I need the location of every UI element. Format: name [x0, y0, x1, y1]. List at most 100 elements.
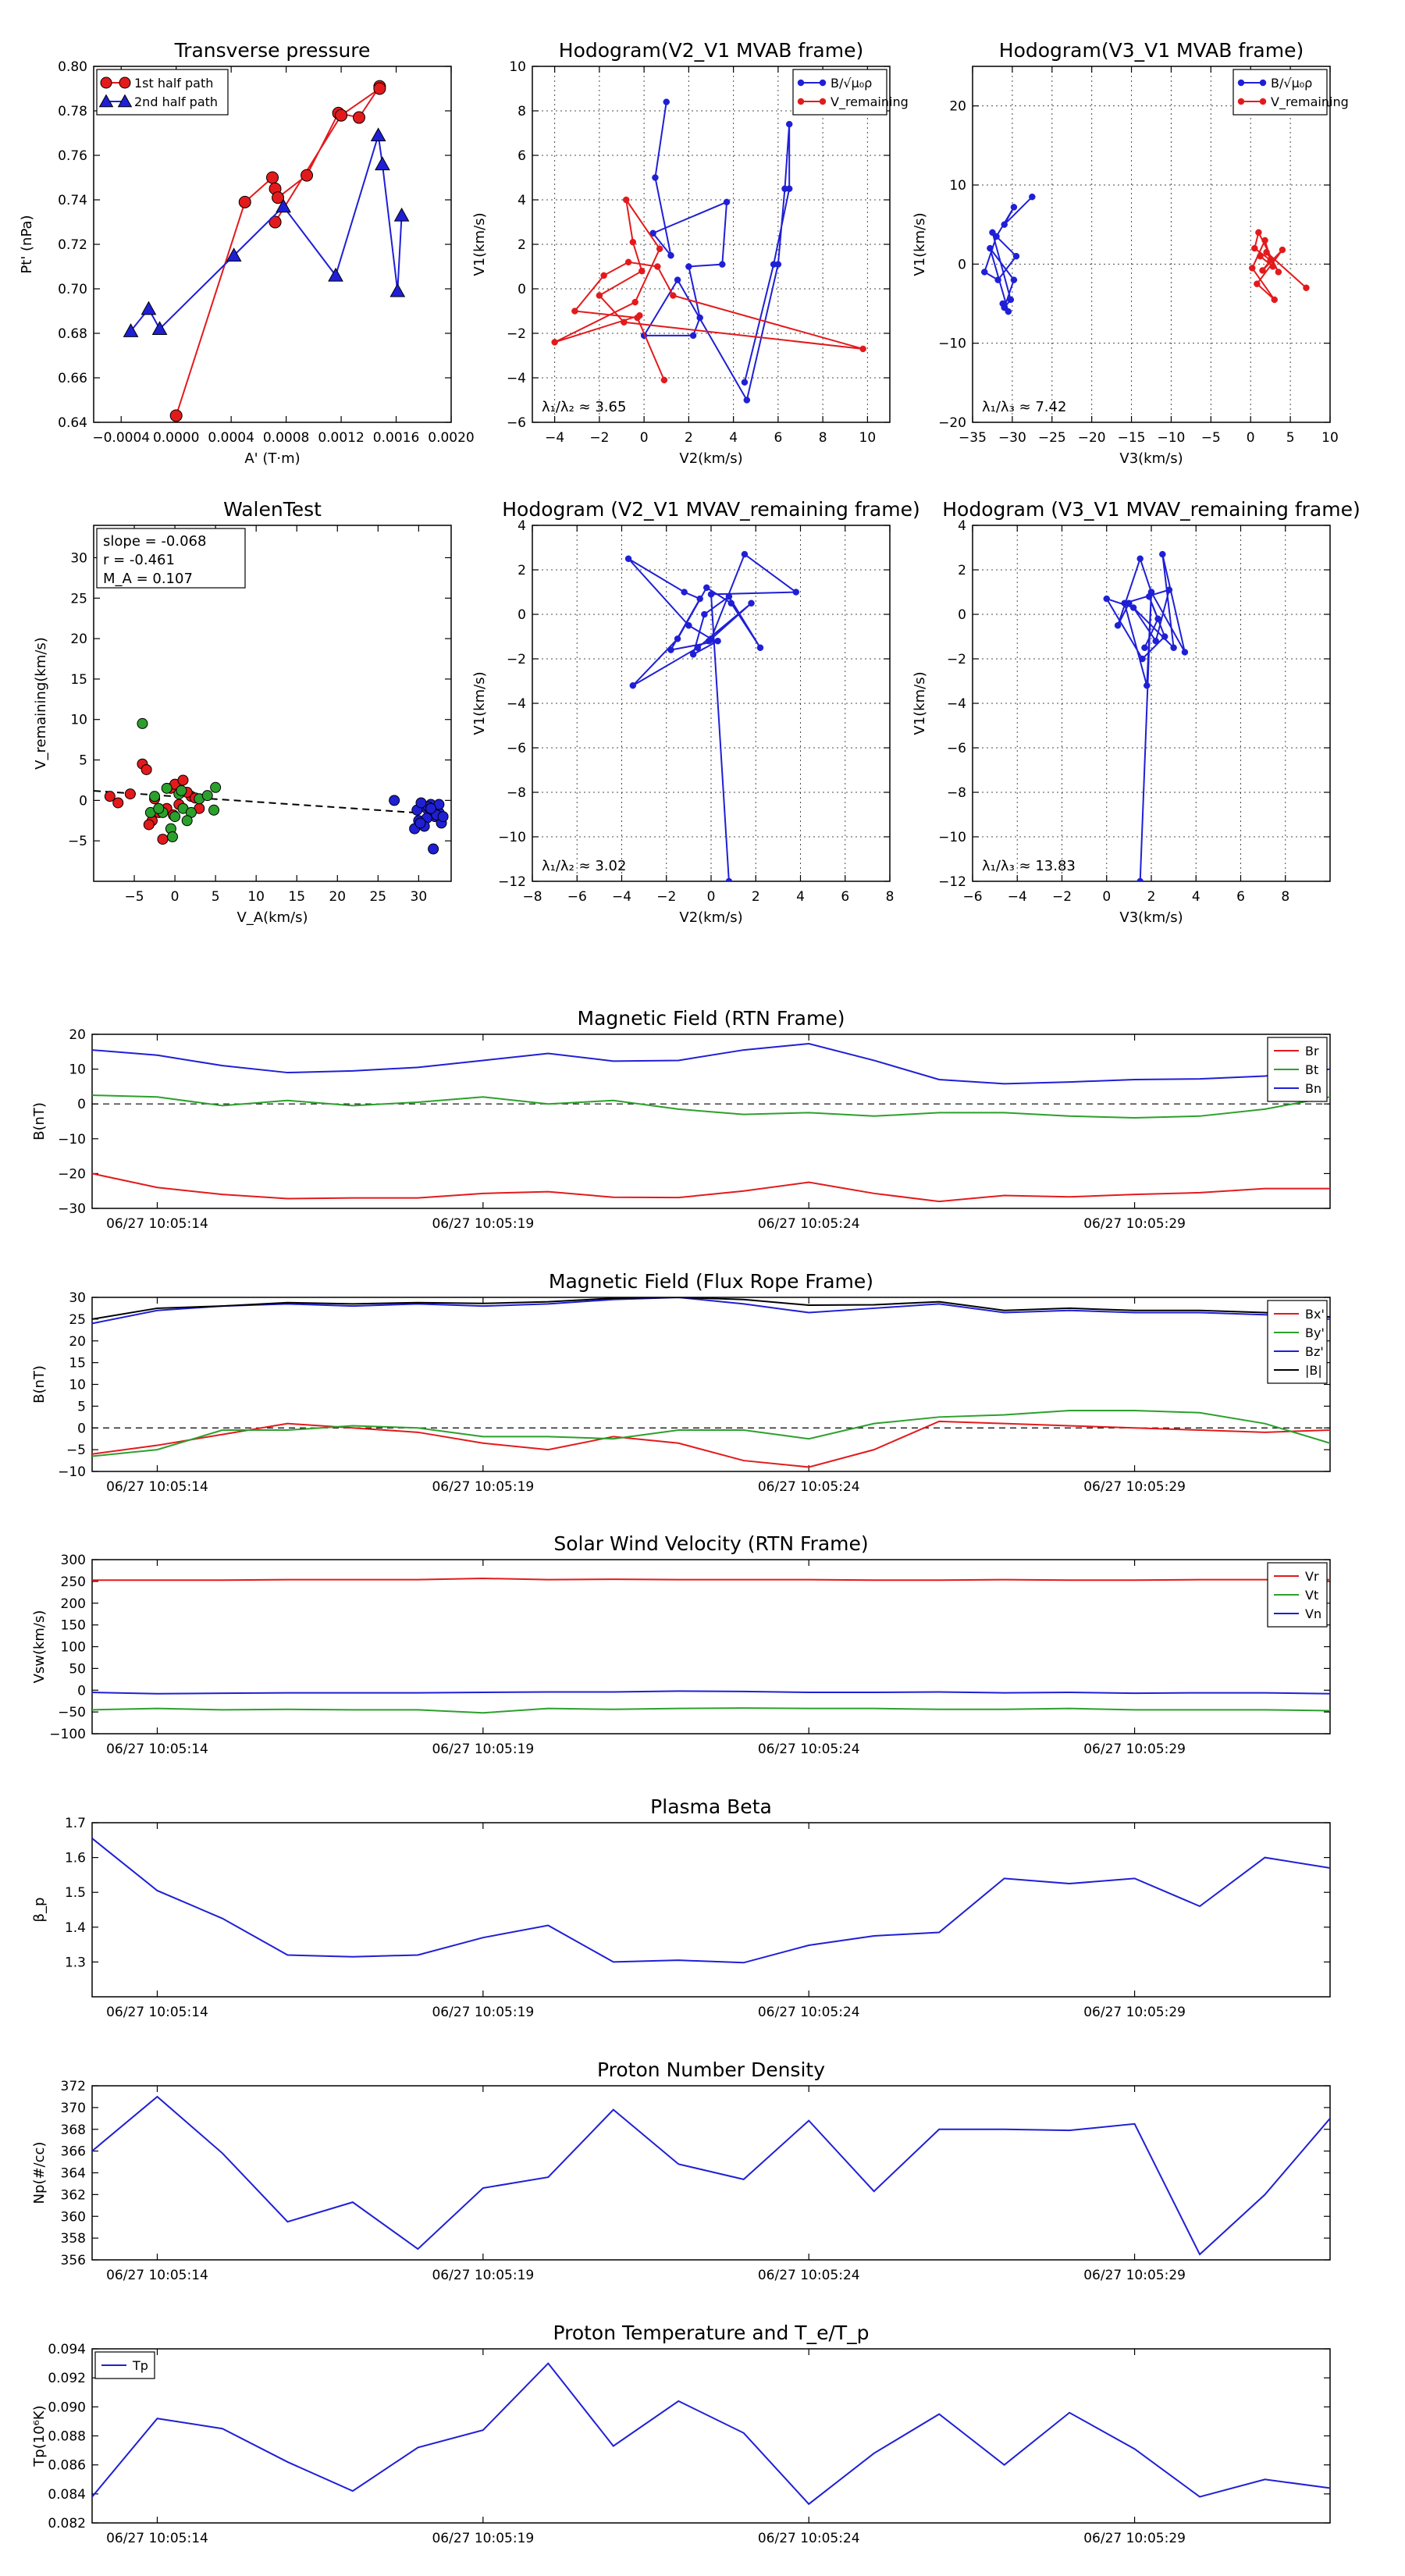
data-point [370, 127, 386, 142]
series-line [92, 2362, 1330, 2506]
data-point [719, 261, 726, 268]
chart-beta: Plasma Beta 1.3 1.4 1.5 1.6 1.7 β_p 06/27 10:05… [31, 1795, 1331, 2020]
x-tick-label: 6 [841, 889, 849, 905]
data-point [1275, 269, 1282, 276]
data-point [797, 79, 805, 87]
y-axis-label: Tp(10⁶K) [31, 2405, 48, 2467]
x-tick-label: −35 [959, 430, 987, 446]
data-point [269, 215, 282, 229]
chart-title: Solar Wind Velocity (RTN Frame) [553, 1532, 868, 1555]
y-tick-label: 25 [69, 1312, 86, 1328]
x-tick-label: −6 [567, 889, 587, 905]
y-tick-label: 2 [518, 563, 526, 578]
y-tick-label: 4 [518, 193, 526, 208]
data-point [819, 79, 827, 87]
y-tick-label: 30 [70, 550, 87, 566]
walen-info-box: slope = -0.068 r = -0.461 M_A = 0.107 [96, 528, 246, 589]
data-point [100, 76, 112, 89]
y-axis-label: V1(km/s) [471, 671, 488, 735]
time-tick-label: 06/27 10:05:14 [106, 2531, 208, 2546]
time-tick-label: 06/27 10:05:14 [106, 2005, 208, 2020]
data-point [797, 98, 805, 105]
y-tick-label: 372 [61, 2079, 86, 2094]
data-point [685, 622, 692, 629]
data-point [393, 207, 410, 222]
x-tick-label: 5 [1286, 430, 1295, 446]
data-point [674, 276, 681, 283]
legend-label: B/√μ₀ρ [831, 76, 872, 91]
data-point [859, 345, 866, 353]
data-point [681, 589, 688, 596]
data-point [1114, 622, 1122, 629]
chart-h3: Hodogram(V3_V1 MVAB frame) −20 −10 0 10 20 −35… [912, 39, 1349, 467]
x-tick-label: 0.0000 [153, 430, 199, 446]
series-line [92, 1838, 1330, 1964]
plot-frame [91, 1034, 1331, 1209]
y-tick-label: 0.70 [58, 282, 87, 297]
y-axis-label: Pt' (nPa) [19, 215, 35, 273]
y-tick-label: −12 [498, 874, 526, 890]
y-tick-label: 20 [949, 99, 966, 115]
x-tick-label: −6 [962, 889, 982, 905]
data-point [999, 300, 1006, 308]
data-point [748, 600, 755, 607]
time-tick-label: 06/27 10:05:19 [432, 1216, 534, 1232]
y-tick-label: −20 [58, 1166, 86, 1182]
data-point [994, 276, 1001, 283]
y-tick-label: 20 [69, 1027, 86, 1043]
legend-label: V_remaining [1271, 94, 1349, 110]
data-point [660, 376, 668, 384]
time-tick-label: 06/27 10:05:29 [1083, 1479, 1186, 1495]
x-tick-label: 0.0008 [263, 430, 309, 446]
y-tick-label: 0.76 [58, 148, 87, 164]
info-r: r = -0.461 [103, 552, 175, 568]
data-point [124, 788, 136, 800]
x-tick-label: −25 [1038, 430, 1066, 446]
y-tick-label: 0 [518, 282, 526, 297]
series-line [92, 1707, 1330, 1714]
legend-box [1232, 69, 1328, 116]
series-line [92, 1409, 1330, 1457]
data-point [571, 308, 578, 315]
y-tick-label: −8 [507, 785, 526, 801]
chart-tp: Transverse pressure 0.64 0.66 0.68 0.70 0.72 0… [19, 39, 475, 467]
data-point [696, 314, 703, 322]
x-tick-label: 6 [774, 430, 782, 446]
data-point [352, 111, 365, 124]
y-axis-label: V1(km/s) [471, 212, 488, 276]
x-tick-label: 25 [369, 889, 386, 905]
y-tick-label: 0.80 [58, 59, 87, 75]
x-tick-label: 6 [1236, 889, 1245, 905]
x-axis-label: V2(km/s) [679, 909, 742, 926]
data-point [785, 185, 793, 192]
chart-h4: Hodogram (V2_V1 MVAV_remaining frame) −12… [471, 498, 920, 926]
legend-box [792, 69, 887, 116]
chart-vsw: Solar Wind Velocity (RTN Frame) −100 −50 0 5… [31, 1532, 1331, 1757]
chart-title: Hodogram (V3_V1 MVAV_remaining frame) [942, 498, 1361, 521]
data-point [638, 267, 646, 275]
x-tick-label: 4 [729, 430, 738, 446]
x-tick-label: 0.0016 [373, 430, 419, 446]
data-point [161, 782, 173, 794]
time-tick-label: 06/27 10:05:29 [1083, 2268, 1186, 2283]
data-point [624, 555, 632, 562]
y-tick-label: 0.78 [58, 104, 87, 119]
chart-title: Proton Number Density [597, 2058, 825, 2081]
data-point [208, 804, 220, 816]
y-tick-label: 10 [509, 59, 526, 75]
legend-label: B/√μ₀ρ [1271, 76, 1312, 91]
y-tick-label: 1.4 [65, 1920, 86, 1936]
data-point [1259, 79, 1267, 87]
data-point [176, 785, 187, 796]
y-tick-label: 0.094 [48, 2342, 86, 2357]
series-line [984, 196, 1033, 312]
data-point [1165, 586, 1173, 593]
plot-frame [972, 66, 1331, 423]
data-point [654, 263, 661, 270]
plot-frame [91, 1822, 1331, 1998]
y-tick-label: −50 [58, 1705, 86, 1720]
data-point [169, 811, 181, 823]
data-point [375, 156, 390, 171]
y-tick-label: −10 [58, 1132, 86, 1147]
series-line [92, 2095, 1330, 2256]
